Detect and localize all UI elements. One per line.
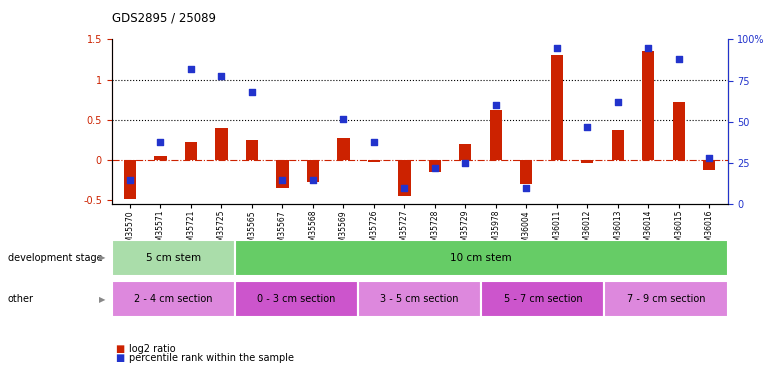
Bar	[306, 160, 319, 182]
Text: 7 - 9 cm section: 7 - 9 cm section	[627, 294, 705, 304]
Point	[581, 124, 594, 130]
Point	[154, 139, 166, 145]
Bar	[398, 160, 410, 196]
Text: ■: ■	[116, 344, 125, 354]
Bar	[521, 160, 533, 184]
Bar	[642, 51, 654, 160]
Bar	[235, 240, 728, 276]
Bar	[112, 240, 235, 276]
Point	[185, 66, 197, 72]
Bar	[185, 142, 197, 160]
Bar	[154, 156, 166, 160]
Point	[611, 99, 624, 105]
Text: 5 cm stem: 5 cm stem	[146, 253, 201, 263]
Point	[124, 177, 136, 183]
Bar	[276, 160, 289, 188]
Bar	[112, 281, 235, 317]
Bar	[235, 281, 358, 317]
Text: percentile rank within the sample: percentile rank within the sample	[129, 353, 294, 363]
Point	[459, 160, 471, 166]
Point	[276, 177, 289, 183]
Bar	[581, 160, 594, 162]
Bar	[368, 160, 380, 162]
Text: 0 - 3 cm section: 0 - 3 cm section	[257, 294, 336, 304]
Point	[490, 102, 502, 108]
Bar	[246, 140, 258, 160]
Point	[398, 185, 410, 191]
Text: other: other	[8, 294, 34, 304]
Text: 3 - 5 cm section: 3 - 5 cm section	[380, 294, 459, 304]
Text: GDS2895 / 25089: GDS2895 / 25089	[112, 11, 216, 24]
Bar	[612, 129, 624, 160]
Bar	[481, 281, 604, 317]
Bar	[459, 144, 471, 160]
Point	[703, 155, 715, 161]
Point	[368, 139, 380, 145]
Text: 2 - 4 cm section: 2 - 4 cm section	[134, 294, 213, 304]
Point	[521, 185, 533, 191]
Point	[306, 177, 319, 183]
Text: ■: ■	[116, 353, 125, 363]
Point	[337, 116, 350, 122]
Bar	[703, 160, 715, 170]
Point	[246, 89, 258, 95]
Text: 10 cm stem: 10 cm stem	[450, 253, 512, 263]
Text: log2 ratio: log2 ratio	[129, 344, 176, 354]
Text: ▶: ▶	[99, 295, 105, 304]
Bar	[216, 128, 227, 160]
Point	[551, 45, 563, 51]
Text: development stage: development stage	[8, 253, 102, 263]
Bar	[604, 281, 728, 317]
Point	[429, 165, 441, 171]
Bar	[124, 160, 136, 199]
Point	[216, 73, 228, 79]
Bar	[358, 281, 481, 317]
Point	[642, 45, 654, 51]
Bar	[673, 102, 685, 160]
Bar	[429, 160, 441, 172]
Point	[673, 56, 685, 62]
Bar	[490, 110, 502, 160]
Text: 5 - 7 cm section: 5 - 7 cm section	[504, 294, 582, 304]
Text: ▶: ▶	[99, 254, 105, 262]
Bar	[551, 56, 563, 160]
Bar	[337, 138, 350, 160]
